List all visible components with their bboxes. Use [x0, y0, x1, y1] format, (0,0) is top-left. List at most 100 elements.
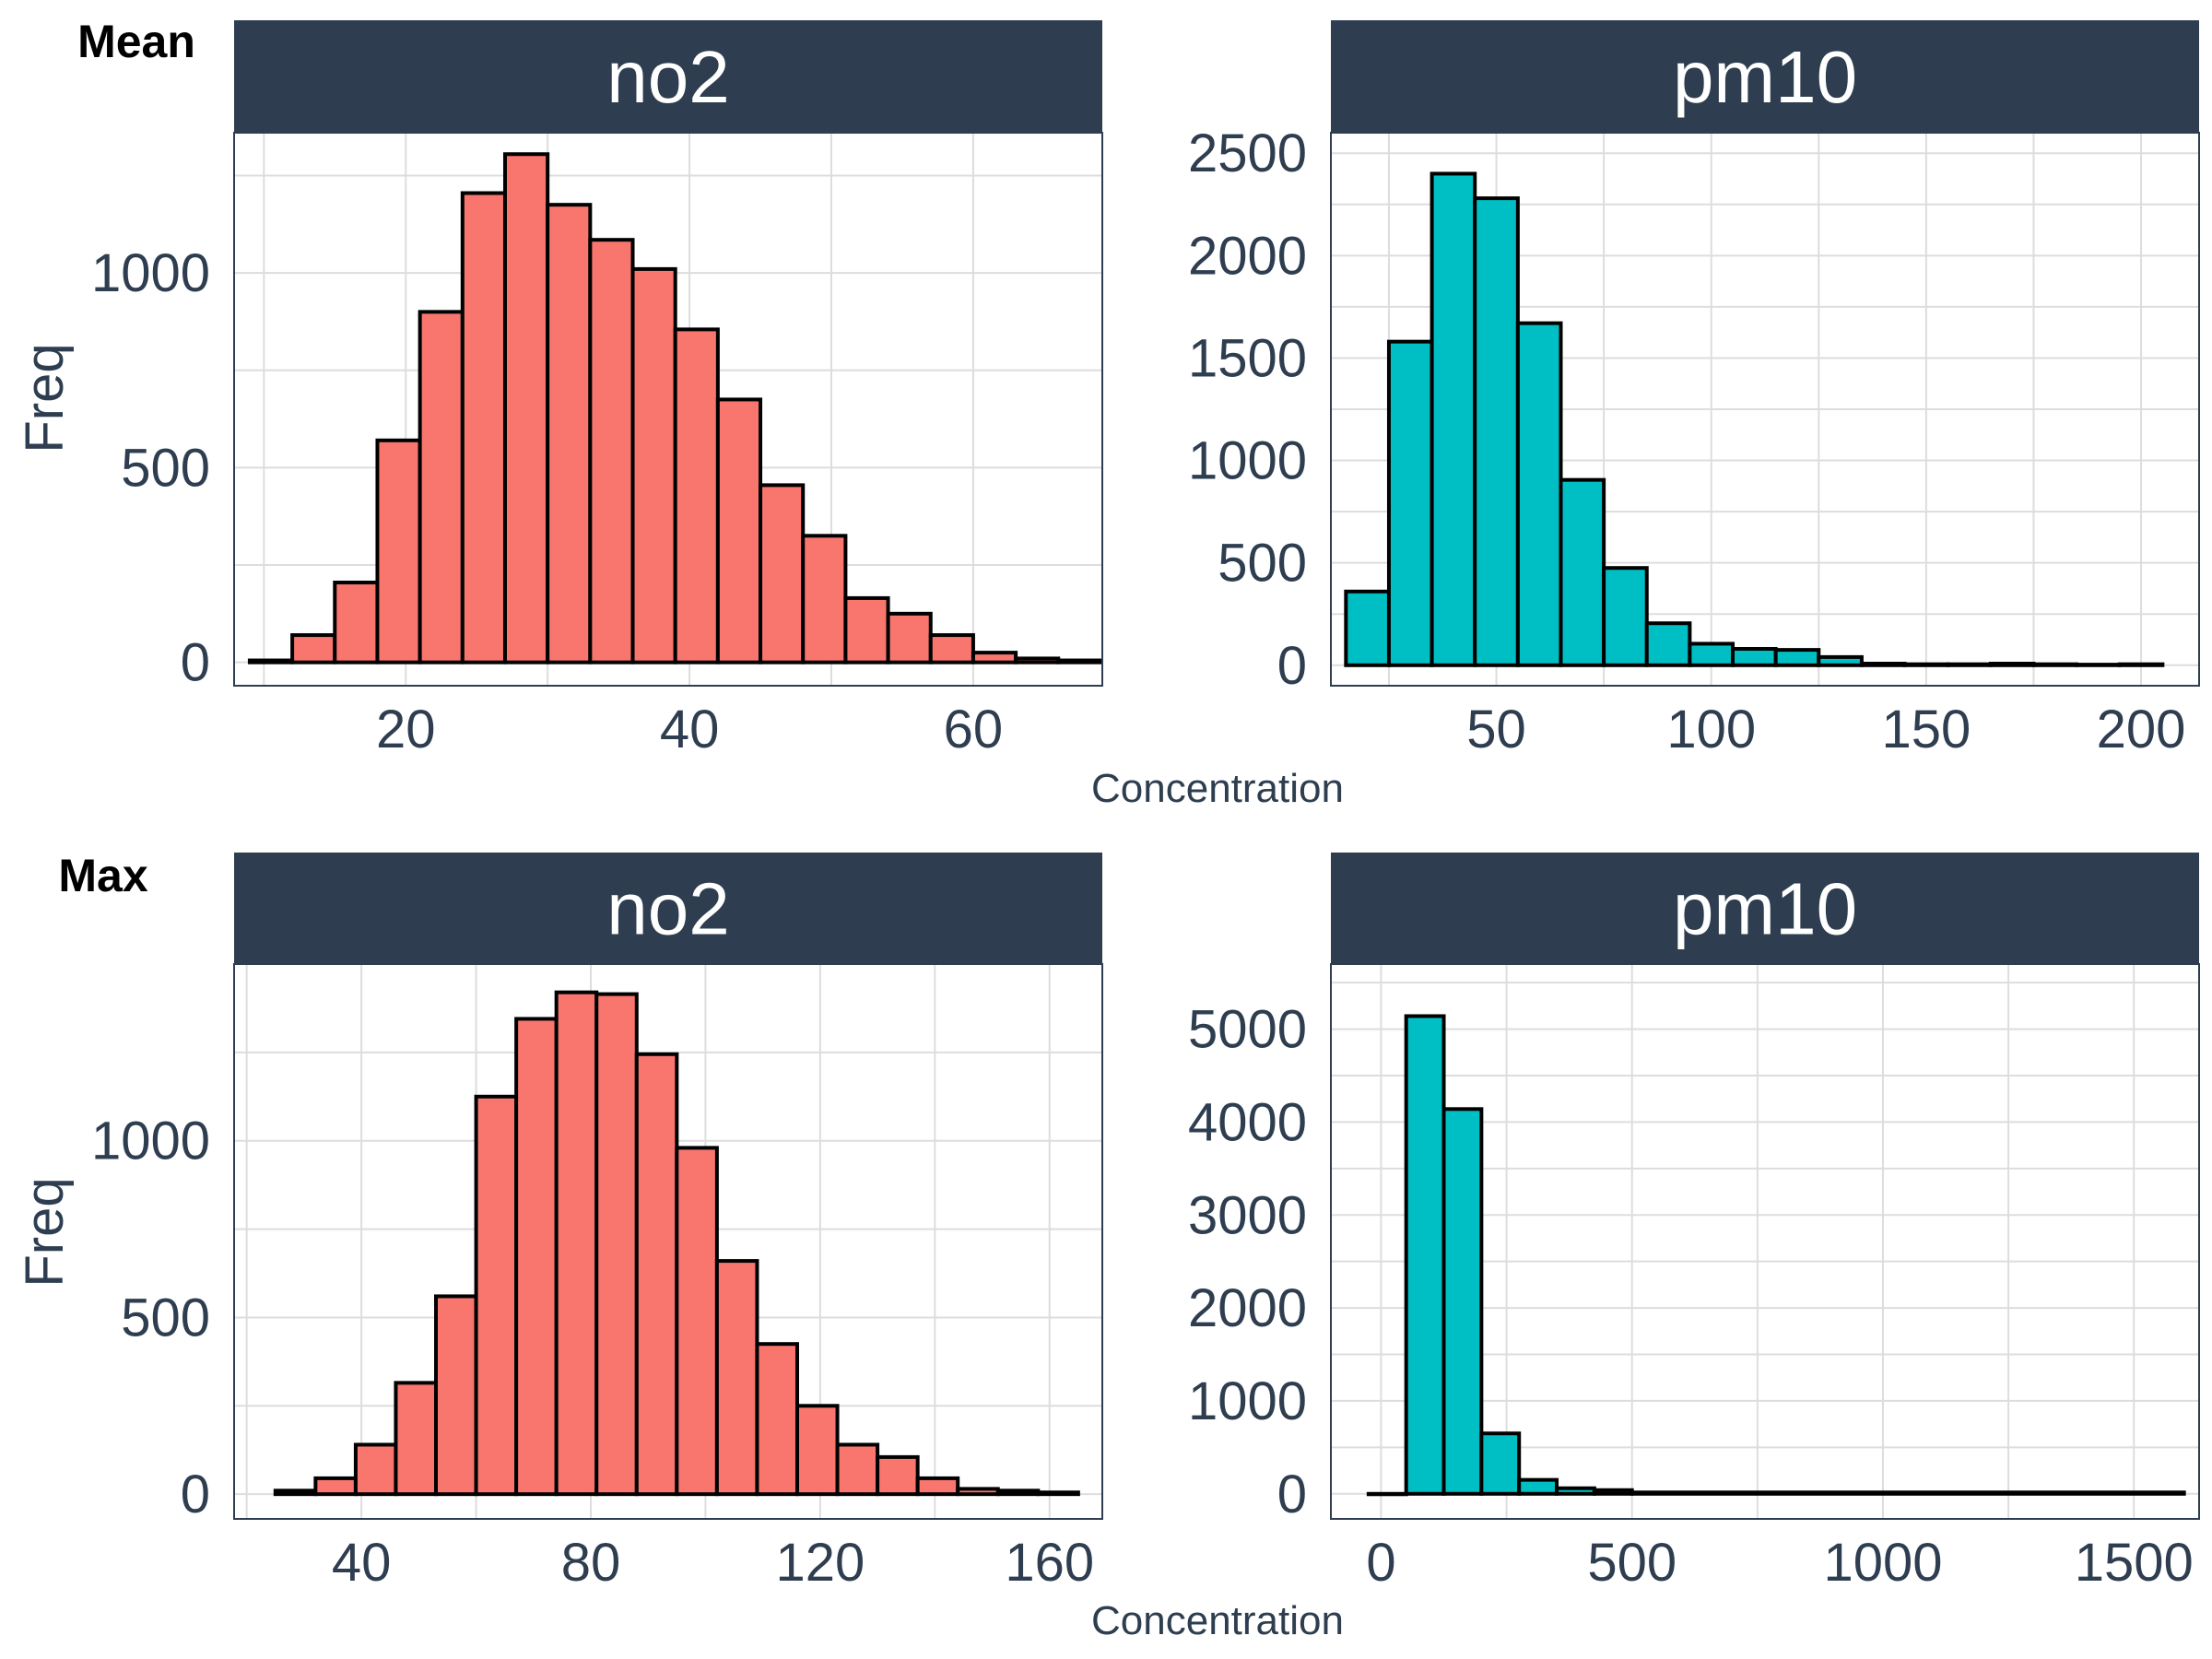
histogram-bar — [514, 1017, 559, 1497]
facet-strip — [234, 853, 1102, 964]
histogram-bar — [247, 658, 295, 665]
facet-strip — [234, 20, 1102, 133]
x-axis-title-max: Concentration — [1091, 1598, 1344, 1643]
histogram-bar — [673, 327, 720, 665]
histogram-bar — [794, 1404, 840, 1497]
histogram-bar — [1479, 1431, 1522, 1496]
histogram-bar — [759, 483, 806, 665]
panel-max-no2: no2 0 500 1000 40 80 120 160 — [91, 853, 1103, 1593]
histogram-bar — [1731, 647, 1778, 667]
histogram-bar — [313, 1476, 358, 1497]
x-tick-label: 1000 — [1823, 1533, 1942, 1593]
histogram-bar — [1056, 658, 1103, 665]
histogram-bar — [886, 611, 933, 665]
histogram-bar — [554, 990, 599, 1497]
y-tick-label: 5000 — [1188, 1000, 1307, 1060]
y-tick-label: 500 — [121, 438, 210, 498]
x-tick-label: 50 — [1466, 700, 1526, 759]
y-tick-label: 1000 — [91, 1112, 210, 1171]
histogram-bar — [353, 1442, 398, 1497]
histogram-bar — [928, 633, 975, 665]
x-tick-label: 150 — [1881, 700, 1971, 759]
y-tick-label: 1500 — [1188, 328, 1307, 388]
histogram-bar — [502, 152, 550, 665]
histogram-bar — [1014, 656, 1061, 665]
y-tick-label: 0 — [181, 633, 210, 693]
panel-mean-no2: no2 0 500 1000 20 40 60 — [91, 20, 1103, 759]
histogram-bar — [876, 1454, 920, 1497]
panel-mean-pm10: pm10 0 500 1000 1500 2000 2500 50 100 150 200 — [1188, 20, 2200, 759]
facet-strip — [1331, 20, 2199, 133]
y-tick-label: 0 — [1277, 1465, 1307, 1524]
histogram-bar — [394, 1381, 439, 1497]
y-tick-label: 2500 — [1188, 124, 1307, 183]
histogram-bar — [1555, 1486, 1596, 1496]
histogram-bar — [715, 397, 763, 665]
x-tick-label: 0 — [1366, 1533, 1395, 1593]
histogram-bar — [333, 581, 380, 665]
histogram-bar — [1366, 1491, 1408, 1497]
facet-strip — [1331, 853, 2199, 964]
histogram-bar — [1473, 196, 1520, 667]
histogram-bar — [714, 1259, 759, 1497]
y-axis-title-mean: Freq — [15, 343, 75, 453]
x-tick-label: 100 — [1666, 700, 1756, 759]
histogram-bar — [1817, 654, 1864, 667]
histogram-bar — [474, 1094, 519, 1497]
histogram-bar — [1559, 477, 1606, 667]
histogram-bar — [801, 534, 848, 665]
histogram-bar — [634, 1052, 679, 1497]
panel-max-pm10: pm10 0 1000 2000 3000 4000 5000 0 500 1000 1500 — [1188, 853, 2200, 1593]
y-tick-label: 500 — [1218, 534, 1307, 594]
x-tick-label: 160 — [1005, 1533, 1094, 1593]
histogram-bar — [434, 1294, 478, 1497]
histogram-bar — [1036, 1490, 1080, 1497]
x-tick-label: 40 — [660, 700, 720, 759]
facet-strip-label: pm10 — [1673, 868, 1857, 950]
histogram-bar — [273, 1488, 318, 1497]
histogram-bar — [971, 651, 1018, 665]
histogram-bar — [1344, 589, 1391, 667]
x-tick-label: 200 — [2097, 700, 2186, 759]
x-axis-title-mean: Concentration — [1091, 766, 1344, 811]
histogram-bar — [1386, 339, 1434, 667]
y-tick-label: 1000 — [91, 243, 210, 303]
y-tick-label: 1000 — [1188, 1371, 1307, 1431]
histogram-bar — [594, 992, 639, 1497]
y-tick-label: 4000 — [1188, 1092, 1307, 1152]
y-tick-label: 2000 — [1188, 226, 1307, 286]
histogram-bar — [1644, 621, 1692, 667]
x-tick-label: 1500 — [2075, 1533, 2194, 1593]
histogram-bar — [1517, 1477, 1559, 1496]
histogram-bar — [755, 1342, 799, 1497]
y-axis-title-max: Freq — [15, 1177, 75, 1287]
histogram-bar — [1988, 662, 2036, 667]
histogram-bar — [956, 1487, 1000, 1497]
facet-strip-label: no2 — [606, 36, 729, 118]
histogram-bar — [588, 238, 635, 665]
histogram-bar — [1430, 171, 1477, 667]
y-tick-label: 0 — [1277, 636, 1307, 696]
histogram-bar — [1515, 321, 1563, 667]
facet-strip-label: no2 — [606, 868, 729, 950]
histogram-bar — [1773, 648, 1821, 667]
x-tick-label: 20 — [376, 700, 436, 759]
x-tick-label: 500 — [1587, 1533, 1677, 1593]
y-tick-label: 3000 — [1188, 1185, 1307, 1245]
histogram-bar — [843, 595, 890, 665]
histogram-bar — [1630, 1490, 2186, 1496]
histogram-bar — [1592, 1488, 1634, 1496]
histogram-bar — [546, 203, 593, 665]
y-tick-label: 1000 — [1188, 431, 1307, 491]
facet-strip-label: pm10 — [1673, 36, 1857, 118]
histogram-bar — [835, 1442, 880, 1497]
x-tick-label: 60 — [944, 700, 1004, 759]
row-label-mean: Mean — [77, 16, 195, 67]
histogram-bar — [995, 1488, 1041, 1497]
x-tick-label: 80 — [561, 1533, 621, 1593]
histogram-bar — [1602, 566, 1649, 667]
histogram-bar — [1688, 641, 1735, 667]
